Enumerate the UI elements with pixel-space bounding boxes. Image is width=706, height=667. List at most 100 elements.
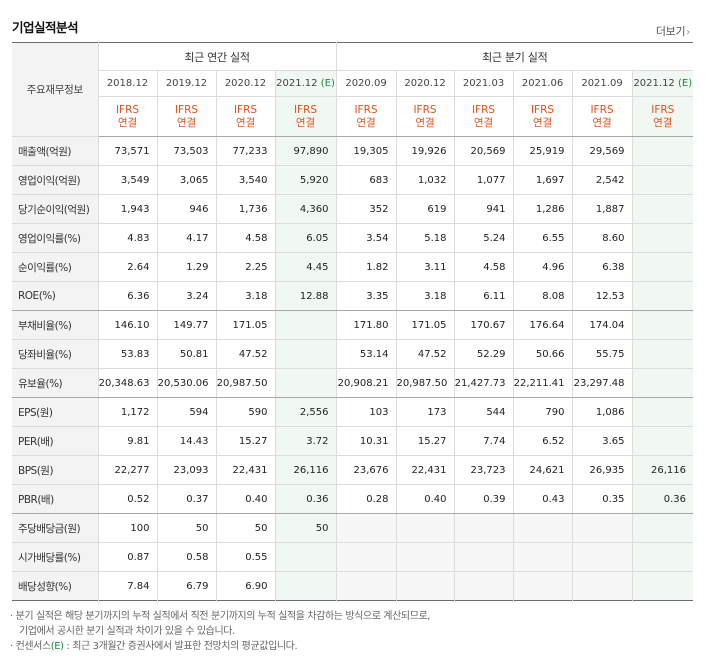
table-cell: 176.64 (512, 310, 573, 340)
table-cell: 352 (335, 194, 397, 224)
row-label: 배당성향(%) (12, 571, 99, 601)
table-cell: 3.18 (395, 281, 455, 311)
table-cell (335, 542, 397, 572)
table-cell: 1,086 (571, 397, 633, 427)
table-cell (631, 194, 694, 224)
table-cell: 103 (335, 397, 397, 427)
table-cell: 73,503 (156, 136, 217, 166)
table-cell: 6.38 (571, 252, 633, 282)
annual-header: 최근 연간 실적 (97, 42, 337, 71)
table-cell: 683 (335, 165, 397, 195)
table-cell: 6.79 (156, 571, 217, 601)
period-header: 2021.09 (571, 70, 633, 97)
more-link[interactable]: 더보기› (656, 23, 690, 39)
table-cell: 6.05 (274, 223, 337, 253)
table-cell: 50 (215, 513, 276, 543)
table-cell: 171.05 (215, 310, 276, 340)
table-cell: 146.10 (97, 310, 158, 340)
period-label: 2019.12 (165, 78, 208, 89)
table-row: BPS(원) 22,277 23,093 22,431 26,116 23,676 22,4… (12, 455, 694, 485)
table-cell: 1,697 (512, 165, 573, 195)
table-cell (335, 513, 397, 543)
table-cell (631, 223, 694, 253)
corner-header: 주요재무정보 (12, 42, 99, 137)
quarter-header: 최근 분기 실적 (335, 42, 694, 71)
table-cell: 4.96 (512, 252, 573, 282)
table-cell: 52.29 (453, 339, 514, 369)
accounting-standard: IFRS 연결 (571, 96, 633, 137)
table-cell: 2.64 (97, 252, 158, 282)
table-cell (631, 252, 694, 282)
table-row: 매출액(억원) 73,571 73,503 77,233 97,890 19,305 19,… (12, 136, 694, 166)
table-cell (631, 136, 694, 166)
table-cell: 4.58 (453, 252, 514, 282)
table-row: 시가배당률(%) 0.87 0.58 0.55 (12, 542, 694, 572)
period-header: 2019.12 (156, 70, 217, 97)
period-label: 2020.09 (345, 78, 387, 89)
table-cell: 2.25 (215, 252, 276, 282)
period-label: 2018.12 (106, 78, 149, 89)
table-cell: 0.43 (512, 484, 573, 514)
row-label: 영업이익률(%) (12, 223, 99, 253)
table-cell: 12.53 (571, 281, 633, 311)
table-cell: 946 (156, 194, 217, 224)
table-cell: 55.75 (571, 339, 633, 369)
row-label: 영업이익(억원) (12, 165, 99, 195)
table-cell: 3.72 (274, 426, 337, 456)
table-cell (453, 571, 514, 601)
period-label: 2021.12 (633, 78, 675, 89)
table-cell (631, 339, 694, 369)
table-cell: 21,427.73 (453, 368, 514, 398)
accounting-standard: IFRS 연결 (453, 96, 514, 137)
table-cell: 26,116 (631, 455, 694, 485)
table-cell: 8.60 (571, 223, 633, 253)
table-cell: 3.18 (215, 281, 276, 311)
table-cell: 29,569 (571, 136, 633, 166)
period-header: 2020.12 (215, 70, 276, 97)
consolidated-label: 연결 (356, 116, 376, 129)
table-cell: 3,065 (156, 165, 217, 195)
table-row: 순이익률(%) 2.64 1.29 2.25 4.45 1.82 3.11 4.58 4.96 6… (12, 252, 694, 282)
accounting-standard: IFRS 연결 (631, 96, 694, 137)
footnote-1-text: 분기 실적은 해당 분기까지의 누적 실적에서 직전 분기까지의 누적 실적을 … (15, 611, 431, 622)
table-cell: 0.58 (156, 542, 217, 572)
table-cell: 544 (453, 397, 514, 427)
table-cell: 15.27 (395, 426, 455, 456)
table-cell: 20,569 (453, 136, 514, 166)
table-row: 영업이익(억원) 3,549 3,065 3,540 5,920 683 1,032 1,07… (12, 165, 694, 195)
table-cell (512, 571, 573, 601)
table-cell: 12.88 (274, 281, 337, 311)
row-label: ROE(%) (12, 281, 99, 311)
footnote-1-cont: 기업에서 공시한 분기 실적과 차이가 있을 수 있습니다. (19, 626, 235, 637)
row-label: 순이익률(%) (12, 252, 99, 282)
table-cell: 1,943 (97, 194, 158, 224)
table-cell: 23,676 (335, 455, 397, 485)
table-cell: 26,935 (571, 455, 633, 485)
table-row: 부채비율(%) 146.10 149.77 171.05 171.80 171.05 170… (12, 310, 694, 340)
table-cell: 15.27 (215, 426, 276, 456)
row-label: EPS(원) (12, 397, 99, 427)
table-cell: 4.45 (274, 252, 337, 282)
table-cell: 6.90 (215, 571, 276, 601)
table-cell (335, 571, 397, 601)
table-cell: 0.37 (156, 484, 217, 514)
table-cell: 25,919 (512, 136, 573, 166)
table-cell: 22,431 (215, 455, 276, 485)
table-cell: 790 (512, 397, 573, 427)
row-label: PER(배) (12, 426, 99, 456)
consolidated-label: 연결 (295, 116, 316, 129)
table-cell: 20,348.63 (97, 368, 158, 398)
table-cell: 1,286 (512, 194, 573, 224)
table-cell: 47.52 (215, 339, 276, 369)
table-cell: 6.11 (453, 281, 514, 311)
table-cell: 50 (156, 513, 217, 543)
accounting-standard: IFRS 연결 (335, 96, 397, 137)
table-row: ROE(%) 6.36 3.24 3.18 12.88 3.35 3.18 6.11 8.08 1… (12, 281, 694, 311)
table-cell (512, 513, 573, 543)
table-cell: 1.82 (335, 252, 397, 282)
row-label: 당좌비율(%) (12, 339, 99, 369)
table-cell (395, 542, 455, 572)
table-cell: 2,542 (571, 165, 633, 195)
table-row: PBR(배) 0.52 0.37 0.40 0.36 0.28 0.40 0.39 0.43 0.… (12, 484, 694, 514)
table-cell: 6.52 (512, 426, 573, 456)
